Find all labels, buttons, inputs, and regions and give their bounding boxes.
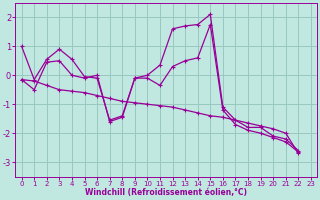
X-axis label: Windchill (Refroidissement éolien,°C): Windchill (Refroidissement éolien,°C) <box>85 188 247 197</box>
